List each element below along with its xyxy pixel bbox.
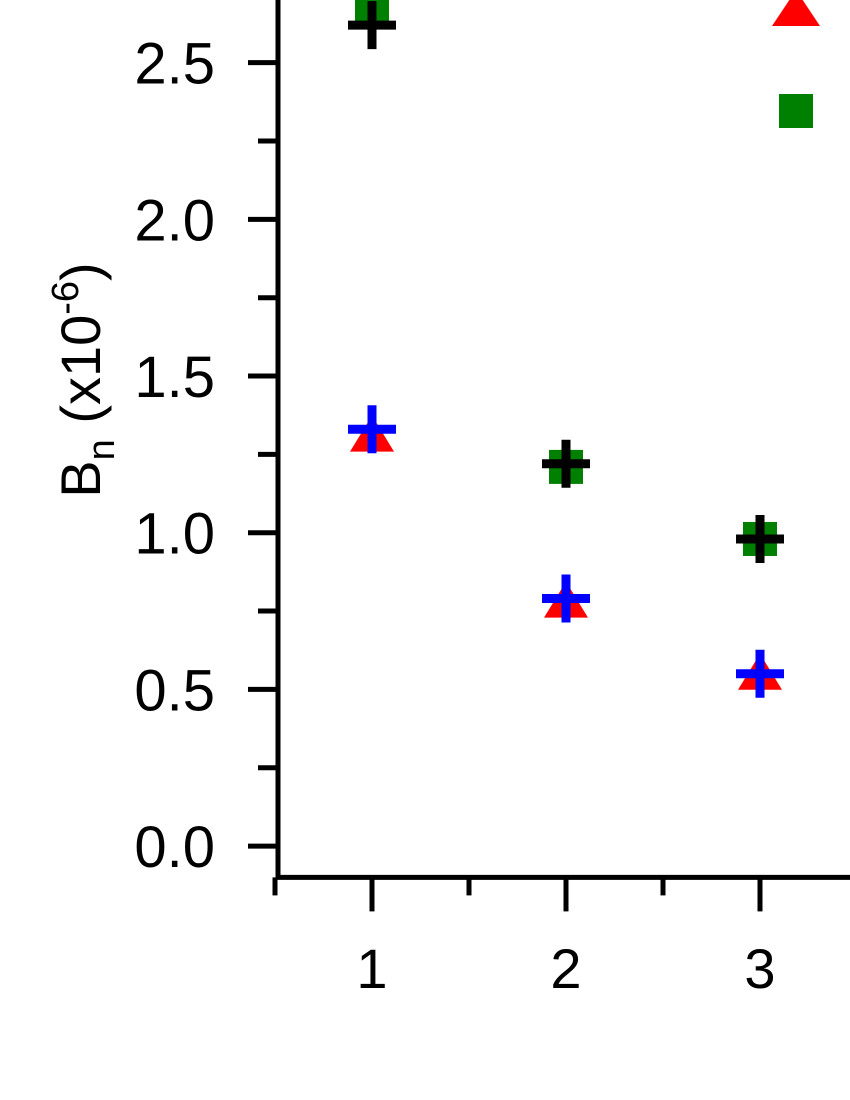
y-title-unit: (x10 <box>49 315 112 440</box>
y-axis-title: Bn (x10-6) <box>45 262 123 497</box>
x-tick-label: 1 <box>356 937 387 1000</box>
x-tick-label: 3 <box>744 937 775 1000</box>
y-title-end: ) <box>49 262 112 281</box>
legend-symbol <box>779 94 813 128</box>
y-tick-label: 1.0 <box>134 502 215 567</box>
point <box>542 574 590 623</box>
y-title-sup: -6 <box>45 281 87 315</box>
y-tick-label: 1.5 <box>134 345 215 410</box>
y-title-main: B <box>49 460 112 497</box>
point <box>736 649 784 698</box>
y-tick-label: 2.0 <box>134 188 215 253</box>
y-tick-label: 0.5 <box>134 658 215 723</box>
legend-symbol <box>772 0 820 26</box>
point <box>348 405 396 454</box>
x-tick-label: 2 <box>550 937 581 1000</box>
point <box>348 1 396 50</box>
y-tick-label: 2.5 <box>134 32 215 97</box>
y-tick-label: 0.0 <box>134 815 215 880</box>
y-title-sub: n <box>81 439 123 460</box>
point <box>736 514 784 563</box>
point <box>542 439 590 488</box>
